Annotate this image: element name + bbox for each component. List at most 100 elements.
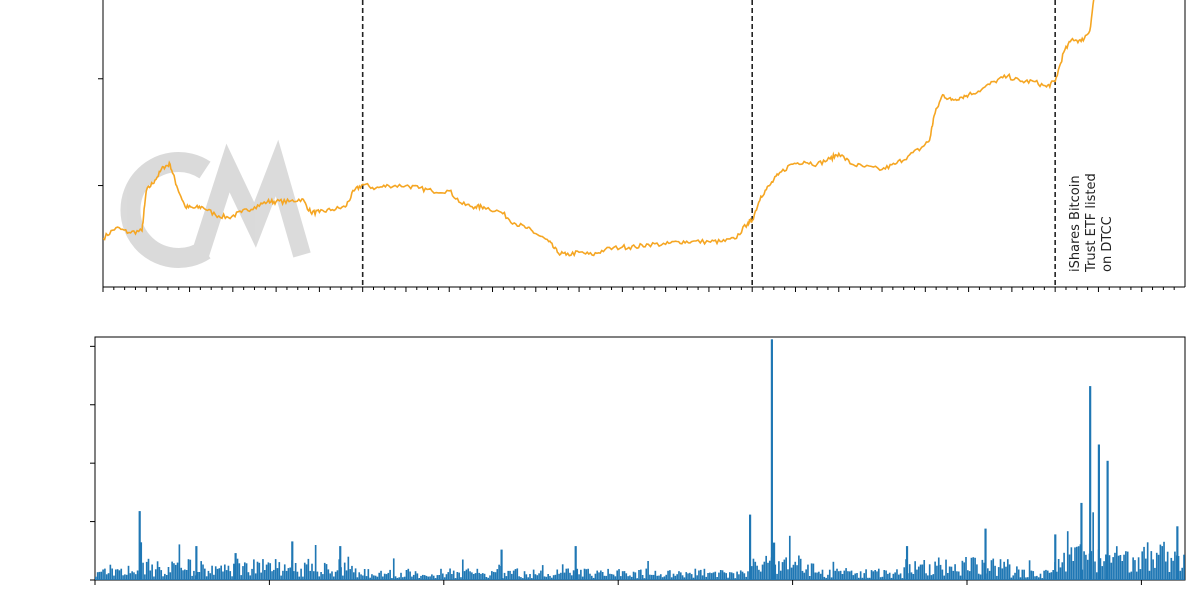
volume-bar: [1016, 566, 1018, 580]
volume-bar: [1126, 551, 1129, 580]
volume-bar: [716, 577, 718, 580]
volume-bar: [520, 577, 522, 580]
volume-bar: [801, 570, 804, 580]
volume-bar: [1032, 571, 1035, 580]
volume-bar: [665, 574, 668, 580]
volume-bar: [447, 572, 450, 580]
volume-bar: [303, 562, 306, 580]
volume-bar: [95, 576, 97, 580]
volume-bar: [794, 561, 797, 580]
volume-bar: [685, 572, 688, 580]
volume-bar: [803, 572, 806, 580]
volume-bar: [983, 562, 985, 580]
volume-bar: [116, 569, 119, 580]
volume-bar: [781, 562, 784, 580]
volume-bar: [512, 570, 515, 580]
volume-bar: [808, 576, 811, 580]
volume-bar: [550, 577, 553, 580]
volume-bar: [109, 564, 112, 580]
volume-bar: [129, 573, 132, 580]
volume-bar: [485, 577, 488, 580]
volume-bar: [423, 575, 426, 580]
volume-bar: [916, 569, 918, 580]
volume-bar: [1145, 558, 1147, 580]
volume-bar: [965, 557, 967, 580]
volume-bar: [136, 570, 139, 580]
volume-bar: [990, 560, 993, 580]
volume-bar: [467, 568, 470, 580]
volume-bar: [656, 575, 658, 580]
volume-bar: [269, 563, 272, 580]
volume-bar: [1125, 551, 1127, 580]
volume-bar: [396, 577, 399, 580]
volume-spike-bar: [195, 546, 198, 580]
volume-bar: [100, 571, 103, 580]
volume-bar: [897, 574, 900, 580]
volume-bar: [732, 573, 735, 580]
annotation-ishares-line: on DTCC: [1100, 216, 1115, 272]
volume-bar: [767, 562, 769, 580]
volume-bar: [968, 571, 971, 580]
volume-bar: [403, 576, 406, 580]
volume-bar: [432, 575, 435, 580]
volume-bar: [810, 563, 813, 580]
volume-bar: [645, 568, 648, 580]
volume-bar: [738, 574, 740, 580]
volume-bar: [972, 557, 975, 580]
volume-bar: [838, 571, 840, 580]
volume-bar: [694, 568, 697, 580]
volume-bar: [1050, 572, 1053, 580]
volume-bar: [881, 576, 884, 580]
volume-bar: [1021, 569, 1024, 580]
volume-bar: [165, 575, 168, 580]
volume-bar: [545, 576, 548, 580]
volume-bar: [843, 570, 846, 580]
volume-bar: [173, 563, 175, 580]
volume-bar: [992, 558, 995, 580]
volume-bar: [587, 568, 589, 580]
volume-bar: [977, 573, 980, 580]
volume-bar: [96, 572, 99, 580]
volume-bar: [380, 570, 382, 580]
volume-bar: [196, 572, 199, 580]
volume-spike-bar: [500, 549, 503, 580]
volume-bar: [556, 569, 559, 580]
volume-bar: [407, 568, 410, 580]
volume-bar: [1086, 559, 1089, 580]
volume-bar: [963, 562, 966, 580]
volume-bar: [205, 576, 208, 580]
volume-bar: [725, 573, 728, 580]
volume-bar: [107, 573, 110, 580]
volume-bar: [347, 556, 350, 580]
volume-bar: [1039, 573, 1042, 580]
volume-bar: [836, 568, 838, 580]
volume-bar: [917, 566, 920, 580]
volume-bar: [311, 563, 313, 580]
volume-bar: [1059, 567, 1062, 580]
volume-bar: [293, 571, 295, 580]
reference-rate-chart: iShares BitcoinTrust ETF listedon DTCC: [98, 0, 1186, 292]
volume-bar: [461, 559, 464, 580]
volume-bar: [1076, 546, 1078, 580]
volume-spike-bar: [772, 542, 776, 580]
volume-bar: [663, 576, 666, 580]
volume-bar: [934, 561, 936, 580]
volume-bar: [1101, 566, 1104, 580]
volume-bar: [391, 578, 393, 580]
volume-bar: [425, 575, 428, 580]
volume-bar: [1172, 560, 1174, 580]
volume-bar: [374, 575, 377, 580]
volume-bar: [799, 558, 802, 580]
volume-bar: [498, 564, 500, 580]
volume-spike-bar: [1106, 460, 1109, 580]
volume-bar: [372, 575, 375, 580]
volume-bar: [113, 575, 115, 580]
volume-bar: [472, 574, 475, 580]
volume-bar: [251, 568, 253, 580]
volume-spike-bar: [905, 546, 909, 580]
volume-bar: [343, 562, 346, 580]
volume-bar: [919, 564, 922, 580]
volume-bar: [976, 564, 978, 580]
volume-bar: [105, 574, 108, 580]
annotation-ishares-etf: iShares BitcoinTrust ETF listedon DTCC: [1068, 173, 1115, 273]
